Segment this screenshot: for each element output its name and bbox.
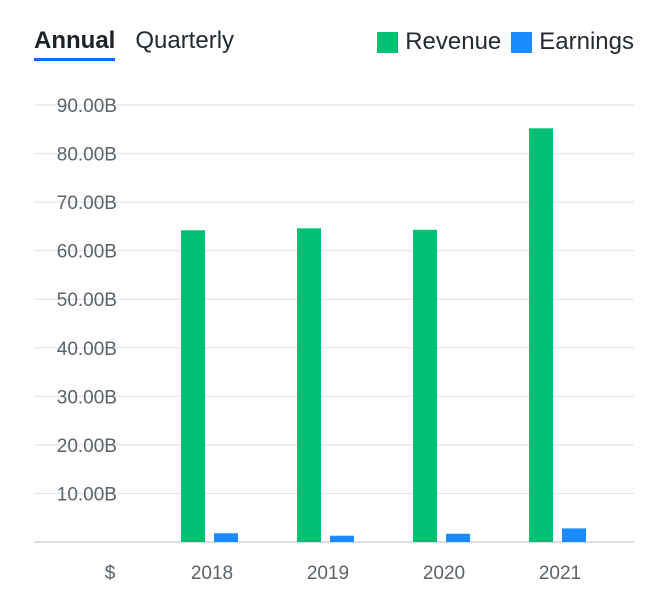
x-tick-label: 2019 [307, 563, 349, 584]
bars [181, 128, 586, 543]
bar-revenue-2020[interactable] [413, 229, 437, 542]
legend-item-revenue[interactable]: Revenue [377, 28, 501, 56]
bar-revenue-2021[interactable] [529, 128, 553, 542]
period-tabs: Annual Quarterly [34, 26, 254, 62]
y-tick-label: 90.00B [57, 96, 117, 117]
legend-label-revenue: Revenue [405, 28, 502, 55]
y-tick-label: 70.00B [57, 193, 117, 214]
x-tick-label: 2018 [191, 563, 233, 584]
legend-label-earnings: Earnings [539, 28, 634, 55]
bar-earnings-2021[interactable] [562, 528, 586, 542]
tab-quarterly[interactable]: Quarterly [135, 27, 235, 54]
bar-earnings-2018[interactable] [214, 533, 238, 542]
y-tick-label: 40.00B [57, 339, 117, 360]
revenue-swatch [377, 31, 399, 53]
y-tick-label: 80.00B [57, 145, 117, 166]
chart-legend: Revenue Earnings [367, 28, 634, 56]
tab-annual[interactable]: Annual [34, 26, 116, 61]
bar-revenue-2019[interactable] [297, 228, 321, 542]
earnings-swatch [511, 31, 533, 53]
bar-revenue-2018[interactable] [181, 230, 205, 543]
bar-earnings-2020[interactable] [446, 533, 470, 542]
bar-earnings-2019[interactable] [330, 535, 354, 542]
y-tick-labels: 10.00B 20.00B 30.00B 40.00B 50.00B 60.00B 70.0… [57, 96, 117, 505]
x-tick-label: 2020 [423, 563, 465, 584]
y-tick-label: 10.00B [57, 484, 117, 505]
x-tick-label: 2021 [539, 563, 581, 584]
x-tick-labels: 2018 2019 2020 2021 [191, 563, 581, 584]
y-tick-label: 50.00B [57, 290, 117, 311]
y-tick-label: 60.00B [57, 242, 117, 263]
y-tick-label: 30.00B [57, 387, 117, 408]
y-unit-label: $ [105, 563, 116, 584]
legend-item-earnings[interactable]: Earnings [511, 28, 634, 56]
y-tick-label: 20.00B [57, 436, 117, 457]
